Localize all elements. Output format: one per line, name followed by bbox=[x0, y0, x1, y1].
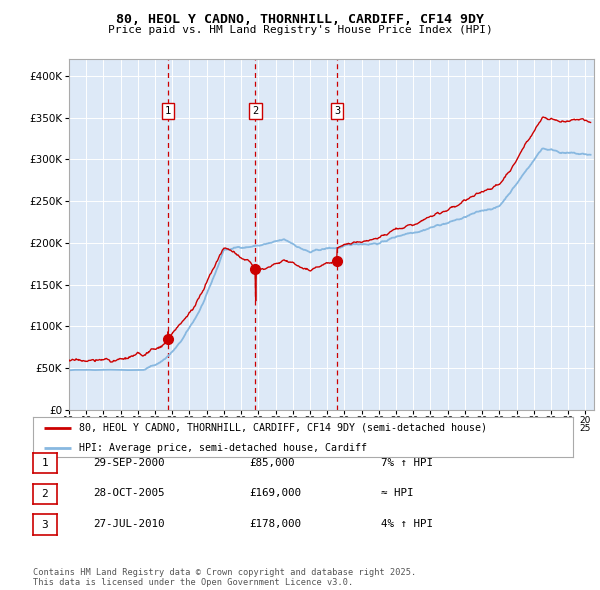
Text: 80, HEOL Y CADNO, THORNHILL, CARDIFF, CF14 9DY: 80, HEOL Y CADNO, THORNHILL, CARDIFF, CF… bbox=[116, 13, 484, 26]
Text: 27-JUL-2010: 27-JUL-2010 bbox=[93, 519, 164, 529]
Text: 3: 3 bbox=[41, 520, 49, 529]
Text: 7% ↑ HPI: 7% ↑ HPI bbox=[381, 458, 433, 467]
Text: Contains HM Land Registry data © Crown copyright and database right 2025.
This d: Contains HM Land Registry data © Crown c… bbox=[33, 568, 416, 587]
Text: 2: 2 bbox=[252, 106, 259, 116]
Text: 28-OCT-2005: 28-OCT-2005 bbox=[93, 489, 164, 498]
Text: 29-SEP-2000: 29-SEP-2000 bbox=[93, 458, 164, 467]
Text: 1: 1 bbox=[165, 106, 171, 116]
Text: Price paid vs. HM Land Registry's House Price Index (HPI): Price paid vs. HM Land Registry's House … bbox=[107, 25, 493, 35]
Text: 3: 3 bbox=[334, 106, 340, 116]
Text: £178,000: £178,000 bbox=[249, 519, 301, 529]
Text: HPI: Average price, semi-detached house, Cardiff: HPI: Average price, semi-detached house,… bbox=[79, 442, 367, 453]
Text: 1: 1 bbox=[41, 458, 49, 468]
Text: £169,000: £169,000 bbox=[249, 489, 301, 498]
Text: 4% ↑ HPI: 4% ↑ HPI bbox=[381, 519, 433, 529]
Text: ≈ HPI: ≈ HPI bbox=[381, 489, 413, 498]
Text: £85,000: £85,000 bbox=[249, 458, 295, 467]
Text: 2: 2 bbox=[41, 489, 49, 499]
Text: 80, HEOL Y CADNO, THORNHILL, CARDIFF, CF14 9DY (semi-detached house): 80, HEOL Y CADNO, THORNHILL, CARDIFF, CF… bbox=[79, 423, 487, 433]
